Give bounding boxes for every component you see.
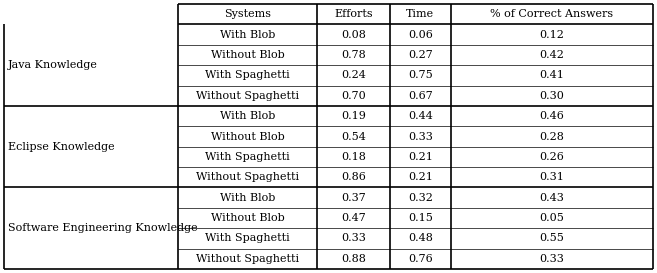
Text: 0.75: 0.75 [408, 70, 433, 80]
Text: 0.30: 0.30 [539, 91, 564, 101]
Text: 0.12: 0.12 [539, 29, 564, 40]
Text: Java Knowledge: Java Knowledge [8, 60, 98, 70]
Text: 0.78: 0.78 [342, 50, 366, 60]
Text: 0.86: 0.86 [342, 172, 366, 182]
Text: With Spaghetti: With Spaghetti [206, 70, 290, 80]
Text: 0.19: 0.19 [342, 111, 366, 121]
Text: 0.33: 0.33 [408, 132, 433, 141]
Text: With Spaghetti: With Spaghetti [206, 233, 290, 244]
Text: Software Engineering Knowledge: Software Engineering Knowledge [8, 223, 198, 233]
Text: 0.33: 0.33 [539, 254, 564, 264]
Text: 0.37: 0.37 [342, 193, 366, 203]
Text: Efforts: Efforts [334, 9, 373, 19]
Text: Without Blob: Without Blob [211, 50, 284, 60]
Text: 0.31: 0.31 [539, 172, 564, 182]
Text: 0.18: 0.18 [342, 152, 366, 162]
Text: 0.88: 0.88 [342, 254, 366, 264]
Text: 0.26: 0.26 [539, 152, 564, 162]
Text: 0.70: 0.70 [342, 91, 366, 101]
Text: 0.46: 0.46 [539, 111, 564, 121]
Text: 0.06: 0.06 [408, 29, 433, 40]
Text: Systems: Systems [224, 9, 271, 19]
Text: 0.15: 0.15 [408, 213, 433, 223]
Text: 0.67: 0.67 [408, 91, 433, 101]
Text: 0.43: 0.43 [539, 193, 564, 203]
Text: Without Blob: Without Blob [211, 213, 284, 223]
Text: 0.08: 0.08 [342, 29, 366, 40]
Text: 0.21: 0.21 [408, 152, 433, 162]
Text: 0.32: 0.32 [408, 193, 433, 203]
Text: 0.54: 0.54 [342, 132, 366, 141]
Text: 0.41: 0.41 [539, 70, 564, 80]
Text: % of Correct Answers: % of Correct Answers [490, 9, 614, 19]
Text: Time: Time [406, 9, 434, 19]
Text: Eclipse Knowledge: Eclipse Knowledge [8, 142, 114, 152]
Text: With Blob: With Blob [220, 29, 275, 40]
Text: 0.44: 0.44 [408, 111, 433, 121]
Text: 0.76: 0.76 [408, 254, 433, 264]
Text: With Blob: With Blob [220, 193, 275, 203]
Text: 0.21: 0.21 [408, 172, 433, 182]
Text: Without Spaghetti: Without Spaghetti [196, 254, 299, 264]
Text: Without Spaghetti: Without Spaghetti [196, 91, 299, 101]
Text: 0.42: 0.42 [539, 50, 564, 60]
Text: 0.24: 0.24 [342, 70, 366, 80]
Text: 0.33: 0.33 [342, 233, 366, 244]
Text: Without Blob: Without Blob [211, 132, 284, 141]
Text: 0.55: 0.55 [539, 233, 564, 244]
Text: Without Spaghetti: Without Spaghetti [196, 172, 299, 182]
Text: With Blob: With Blob [220, 111, 275, 121]
Text: 0.47: 0.47 [342, 213, 366, 223]
Text: 0.27: 0.27 [408, 50, 433, 60]
Text: 0.48: 0.48 [408, 233, 433, 244]
Text: 0.05: 0.05 [539, 213, 564, 223]
Text: 0.28: 0.28 [539, 132, 564, 141]
Text: With Spaghetti: With Spaghetti [206, 152, 290, 162]
